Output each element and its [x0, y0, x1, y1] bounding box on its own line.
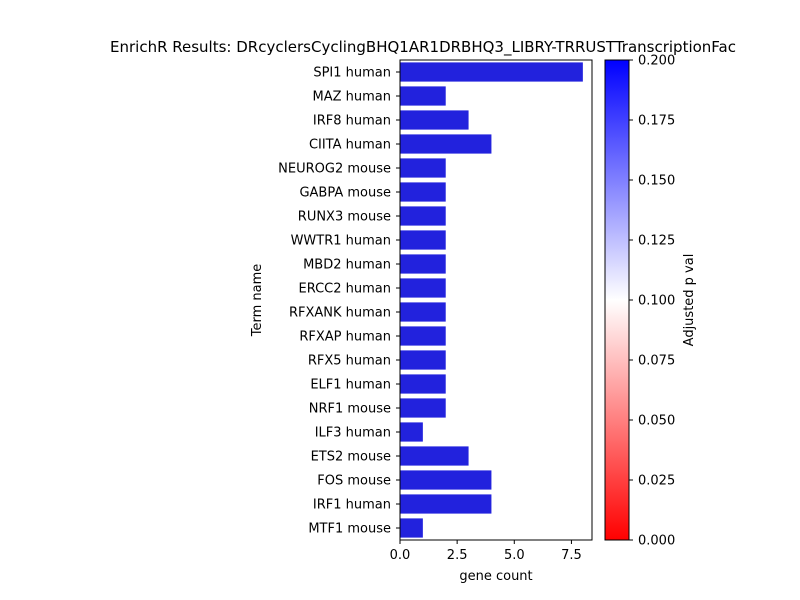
y-tick-label-2: IRF8 human: [313, 114, 391, 129]
plot-frame: [399, 59, 593, 541]
y-tick-label-17: FOS mouse: [317, 474, 391, 489]
bars-group: [400, 62, 583, 538]
colorbar-tick-label-6: 0.150: [638, 174, 675, 189]
x-tick-label-2: 5.0: [504, 548, 525, 563]
colorbar-tick-label-8: 0.200: [638, 54, 675, 69]
bar-11: [400, 326, 446, 346]
bar-19: [400, 518, 423, 538]
y-tick-label-11: RFXAP human: [299, 330, 391, 345]
y-tick-label-0: SPI1 human: [313, 66, 391, 81]
x-ticks: 0.0 2.5 5.0 7.5: [390, 540, 582, 563]
colorbar-tick-label-4: 0.100: [638, 294, 675, 309]
y-tick-label-13: ELF1 human: [310, 378, 391, 393]
colorbar-tick-label-7: 0.175: [638, 114, 675, 129]
bar-7: [400, 230, 446, 250]
y-tick-label-1: MAZ human: [313, 90, 392, 105]
bar-16: [400, 446, 469, 466]
colorbar-tick-label-2: 0.050: [638, 414, 675, 429]
chart-title: EnrichR Results: DRcyclersCyclingBHQ1AR1…: [110, 38, 736, 57]
y-tick-label-15: ILF3 human: [315, 426, 391, 441]
bar-13: [400, 374, 446, 394]
bar-9: [400, 278, 446, 298]
y-tick-label-10: RFXANK human: [289, 306, 391, 321]
colorbar-tick-label-0: 0.000: [638, 534, 675, 549]
x-tick-label-1: 2.5: [447, 548, 468, 563]
colorbar-tick-label-5: 0.125: [638, 234, 675, 249]
bar-17: [400, 470, 492, 490]
y-tick-label-4: NEUROG2 mouse: [278, 162, 391, 177]
x-axis-label: gene count: [459, 569, 532, 584]
bar-1: [400, 86, 446, 106]
colorbar-tick-label-3: 0.075: [638, 354, 675, 369]
colorbar-ticks: 0.000 0.025 0.050 0.075 0.100 0.125 0.150 0.175…: [629, 54, 675, 549]
bar-2: [400, 110, 469, 130]
bar-8: [400, 254, 446, 274]
bar-3: [400, 134, 492, 154]
bar-6: [400, 206, 446, 226]
y-tick-label-9: ERCC2 human: [298, 282, 391, 297]
y-tick-label-6: RUNX3 mouse: [298, 210, 391, 225]
bar-18: [400, 494, 492, 514]
y-tick-labels: SPI1 human MAZ human IRF8 human CIITA human…: [278, 66, 391, 537]
x-tick-label-3: 7.5: [561, 548, 582, 563]
x-tick-label-0: 0.0: [390, 548, 411, 563]
y-tick-label-8: MBD2 human: [303, 258, 391, 273]
y-tick-label-7: WWTR1 human: [291, 234, 391, 249]
y-tick-label-14: NRF1 mouse: [309, 402, 391, 417]
bar-0: [400, 62, 583, 82]
colorbar: [604, 59, 630, 541]
bar-15: [400, 422, 423, 442]
y-tick-label-5: GABPA mouse: [299, 186, 391, 201]
bar-12: [400, 350, 446, 370]
y-tick-label-3: CIITA human: [309, 138, 391, 153]
y-axis-label: Term name: [250, 264, 265, 338]
bar-4: [400, 158, 446, 178]
bar-5: [400, 182, 446, 202]
y-tick-label-19: MTF1 mouse: [308, 522, 391, 537]
bar-10: [400, 302, 446, 322]
y-tick-label-16: ETS2 mouse: [311, 450, 391, 465]
colorbar-label: Adjusted p val: [682, 254, 697, 347]
bar-14: [400, 398, 446, 418]
y-ticks: [396, 71, 400, 529]
colorbar-tick-label-1: 0.025: [638, 474, 675, 489]
y-tick-label-18: IRF1 human: [313, 498, 391, 513]
y-tick-label-12: RFX5 human: [308, 354, 391, 369]
